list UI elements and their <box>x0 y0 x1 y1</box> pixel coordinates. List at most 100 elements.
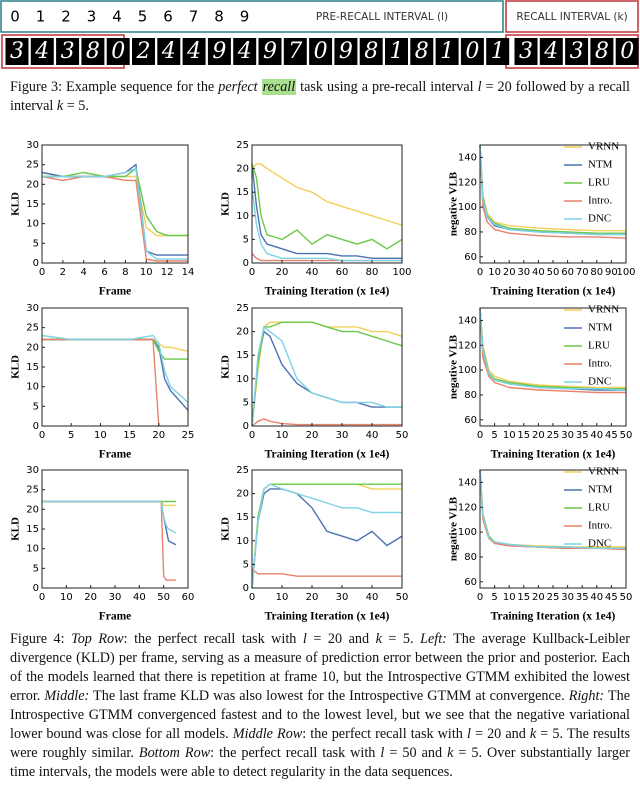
caption-text: Middle: <box>44 688 90 704</box>
x-tick-label: 50 <box>620 592 633 603</box>
series-line <box>42 167 188 260</box>
caption-text: task using a pre-recall interval <box>296 79 478 95</box>
x-tick-label: 5 <box>68 430 74 441</box>
x-tick-label: 60 <box>182 592 195 603</box>
x-tick-label: 60 <box>336 267 349 278</box>
x-tick-label: 5 <box>491 430 497 441</box>
index-label: 0 <box>10 8 20 26</box>
x-tick-label: 30 <box>561 592 574 603</box>
y-tick-label: 5 <box>33 401 39 412</box>
y-tick-label: 60 <box>464 252 477 263</box>
x-tick-label: 0 <box>249 592 255 603</box>
x-tick-label: 14 <box>182 267 195 278</box>
y-tick-label: 30 <box>26 303 39 314</box>
digit: 8 <box>86 39 100 64</box>
x-tick-label: 20 <box>306 430 319 441</box>
x-tick-label: 2 <box>60 267 66 278</box>
legend-label: Intro. <box>588 520 612 532</box>
x-axis-label: Frame <box>99 611 132 623</box>
series-line <box>251 483 402 589</box>
x-tick-label: 40 <box>306 267 319 278</box>
series-line <box>479 144 627 239</box>
digit-cell <box>157 38 181 65</box>
x-axis-label: Training Iteration (x 1e4) <box>265 286 390 298</box>
x-tick-label: 40 <box>133 592 146 603</box>
index-label: 6 <box>163 8 173 26</box>
series-line <box>479 307 627 391</box>
x-axis-label: Training Iteration (x 1e4) <box>491 286 616 298</box>
series-line <box>42 338 188 360</box>
y-tick-label: 120 <box>458 340 477 351</box>
caption-text: Left: <box>420 631 447 647</box>
caption-text: Bottom Row <box>138 745 211 761</box>
y-tick-label: 5 <box>33 238 39 249</box>
y-axis-label: negative VLB <box>448 496 460 561</box>
caption-text: Figure 4: <box>10 631 72 647</box>
y-tick-label: 15 <box>26 199 39 210</box>
x-tick-label: 10 <box>60 592 73 603</box>
digit: 8 <box>595 39 609 64</box>
caption-text: k <box>447 745 454 761</box>
x-tick-label: 20 <box>532 592 545 603</box>
x-tick-label: 45 <box>605 430 618 441</box>
x-tick-label: 12 <box>161 267 174 278</box>
plot-frame <box>251 307 403 427</box>
caption-text: = 20 followed by a recall interval <box>10 79 630 114</box>
y-tick-label: 100 <box>458 202 477 213</box>
series-line <box>41 175 188 262</box>
digit: 4 <box>237 39 252 64</box>
digit-cell <box>565 38 589 65</box>
y-tick-label: 20 <box>26 342 39 353</box>
x-tick-label: 25 <box>182 430 195 441</box>
digit: 1 <box>491 39 505 64</box>
y-tick-label: 80 <box>464 552 477 563</box>
x-tick-label: 25 <box>547 430 560 441</box>
legend-label: Intro. <box>588 195 612 207</box>
x-tick-label: 80 <box>590 267 603 278</box>
x-tick-label: 20 <box>503 267 516 278</box>
caption-text: = 20 and <box>470 726 530 742</box>
y-axis-label: KLD <box>220 355 232 379</box>
legend-label: Intro. <box>588 358 612 370</box>
caption-text: The Introspective GTMM convergenced fast… <box>10 688 630 742</box>
digit-cell <box>385 38 408 65</box>
index-label: 9 <box>240 8 250 26</box>
digit: 2 <box>136 39 151 64</box>
caption-text: k <box>56 98 64 114</box>
y-axis-label: negative VLB <box>448 334 460 399</box>
legend-label: VRNN <box>588 141 619 153</box>
y-tick-label: 15 <box>236 350 249 361</box>
legend-label: NTM <box>588 484 613 496</box>
y-tick-label: 25 <box>26 323 39 334</box>
x-tick-label: 50 <box>547 267 560 278</box>
caption-text: l <box>302 631 307 647</box>
series-line <box>251 568 402 577</box>
series-line <box>41 334 189 403</box>
pre-recall-box <box>0 0 504 33</box>
caption-text: = 5. <box>381 631 421 647</box>
digit-cell <box>106 38 130 65</box>
x-tick-label: 40 <box>590 430 603 441</box>
series-line <box>251 330 402 427</box>
digit: 3 <box>570 39 584 64</box>
y-tick-label: 0 <box>33 258 39 269</box>
x-tick-label: 15 <box>517 592 530 603</box>
series-line <box>42 500 177 534</box>
caption-text: Top Row <box>71 631 124 647</box>
digit: 4 <box>186 39 201 64</box>
x-tick-label: 20 <box>532 430 545 441</box>
y-tick-label: 25 <box>26 485 39 496</box>
y-tick-label: 80 <box>464 390 477 401</box>
y-tick-label: 0 <box>243 258 249 269</box>
digit-cell <box>5 38 29 65</box>
y-tick-label: 20 <box>236 489 249 500</box>
y-tick-label: 80 <box>464 227 477 238</box>
digit-cell <box>81 38 105 65</box>
y-tick-label: 100 <box>458 365 477 376</box>
x-tick-label: 35 <box>576 430 589 441</box>
series-line <box>251 488 403 589</box>
plot-frame <box>251 144 403 264</box>
caption-text: : the perfect recall task with <box>123 631 303 647</box>
y-tick-label: 15 <box>26 524 39 535</box>
y-tick-label: 140 <box>458 477 477 488</box>
